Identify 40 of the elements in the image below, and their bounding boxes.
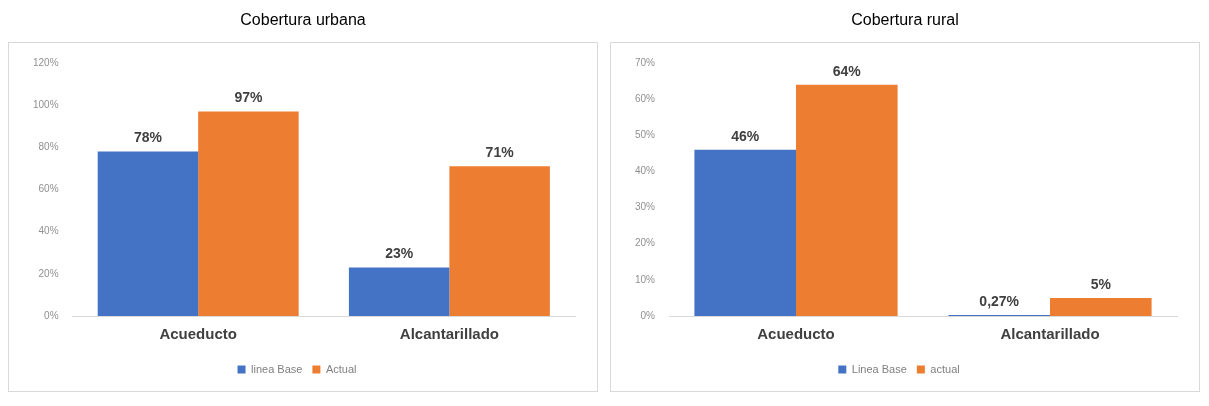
- legend-label: Linea Base: [851, 362, 907, 375]
- y-tick-label: 0%: [44, 309, 59, 321]
- data-label: 23%: [385, 245, 414, 262]
- y-tick-label: 20%: [38, 267, 59, 279]
- y-tick-label: 0%: [640, 309, 656, 321]
- legend-label: actual: [930, 362, 960, 375]
- data-label: 97%: [234, 89, 263, 106]
- chart-title: Cobertura urbana: [239, 10, 367, 30]
- legend-label: linea Base: [251, 362, 303, 375]
- bar: [796, 84, 898, 316]
- y-tick-label: 100%: [33, 98, 59, 110]
- y-tick-label: 10%: [635, 273, 656, 285]
- bar: [1050, 297, 1152, 316]
- bar: [97, 151, 199, 316]
- y-tick-label: 80%: [38, 141, 59, 153]
- y-tick-label: 20%: [635, 237, 656, 249]
- data-label: 5%: [1090, 275, 1112, 292]
- bar: [348, 267, 450, 316]
- data-label: 0,27%: [979, 292, 1020, 309]
- y-tick-label: 60%: [635, 92, 656, 104]
- legend-label: Actual: [325, 362, 357, 375]
- y-tick-label: 30%: [635, 201, 656, 213]
- x-tick-label: Alcantarillado: [1000, 325, 1100, 343]
- x-tick-label: Acueducto: [159, 325, 237, 343]
- data-label: 64%: [832, 62, 862, 79]
- y-tick-label: 40%: [38, 225, 59, 237]
- data-label: 46%: [731, 127, 760, 144]
- y-tick-label: 50%: [635, 129, 656, 141]
- y-tick-label: 60%: [38, 183, 59, 195]
- data-label: 71%: [485, 144, 515, 161]
- y-tick-label: 120%: [33, 56, 59, 68]
- data-label: 78%: [133, 129, 163, 146]
- bar: [694, 149, 797, 316]
- bar: [449, 166, 550, 316]
- x-tick-label: Acueducto: [757, 325, 835, 343]
- x-tick-label: Alcantarillado: [399, 325, 499, 343]
- chart-title: Cobertura rural: [850, 10, 960, 30]
- bar: [198, 111, 299, 316]
- y-tick-label: 40%: [635, 165, 656, 177]
- y-tick-label: 70%: [635, 56, 656, 68]
